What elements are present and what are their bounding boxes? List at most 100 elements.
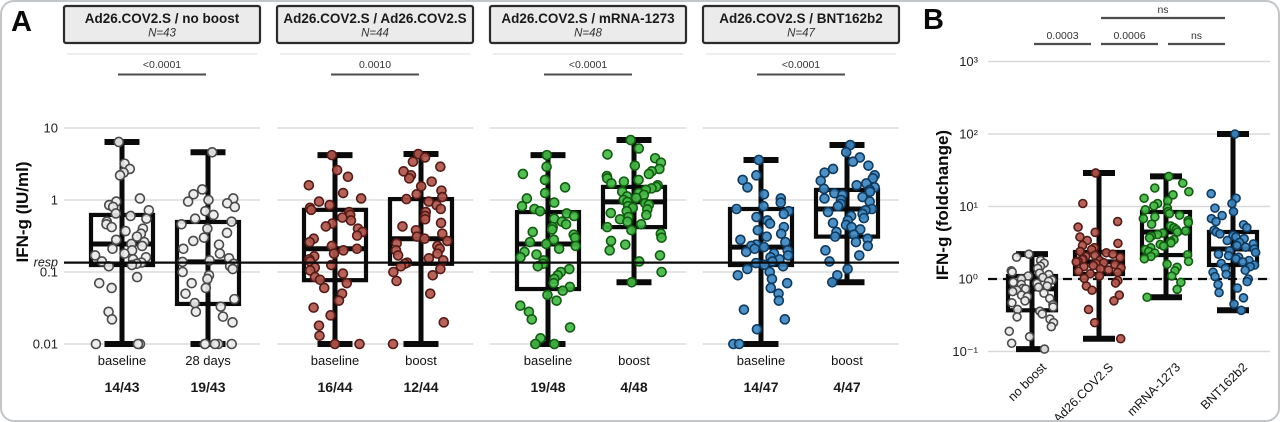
data-point [209,338,221,350]
panel-b-y-axis-title: IFN-g (foldchange) [933,129,952,281]
data-point [1158,241,1169,251]
data-point [177,243,189,255]
data-point [641,209,652,221]
data-point [1140,205,1151,215]
data-point [432,248,443,259]
data-point [1176,277,1186,288]
data-point [761,231,773,242]
data-point [419,233,430,245]
boxplot-bnt162b2 [1206,129,1261,316]
data-point [832,269,843,281]
data-point [1110,278,1121,288]
data-point [1184,186,1194,197]
data-point [1087,285,1097,296]
data-point [758,188,770,200]
data-point [190,306,202,318]
data-point [622,216,633,227]
data-point [853,250,865,261]
group-header-box [701,4,901,45]
data-point [851,180,862,191]
data-point [737,174,748,186]
data-point [842,263,853,275]
data-point [1242,276,1252,287]
data-point [635,218,647,230]
data-point [1180,226,1191,236]
data-point [313,320,325,331]
data-point [131,271,143,283]
data-point [764,218,776,229]
y-tick-label: 10⁻¹ [952,344,978,359]
data-point [1073,222,1083,232]
data-point [436,228,448,240]
data-point [633,256,645,267]
data-point [1039,288,1049,298]
data-point [553,243,565,255]
data-point [633,174,644,186]
data-point [1024,249,1034,259]
data-point [559,182,571,193]
data-point [1112,216,1123,227]
data-point [775,228,787,240]
data-point [1150,183,1160,193]
y-tick-label: 10³ [959,54,978,69]
data-point [758,241,770,253]
x-tick-label: no boost [1005,360,1049,404]
data-point [1240,242,1251,252]
data-point [751,211,762,223]
data-point [1167,271,1177,281]
data-point [551,295,562,306]
data-point [435,203,447,215]
data-point [320,221,332,232]
data-point [765,282,777,294]
data-point [427,269,439,281]
data-point [229,201,241,213]
data-point [1144,233,1155,243]
boxplot-baseline [88,136,156,350]
data-point [564,322,576,333]
data-point [516,200,528,212]
data-point [548,197,560,208]
boxplot-mrna-1273 [1138,171,1194,303]
data-point [1250,247,1261,258]
data-point [226,338,238,350]
data-point [605,207,617,219]
data-point [773,295,785,306]
y-tick-label: 10⁰ [958,272,978,287]
data-point [517,168,529,180]
data-point [1039,344,1050,354]
data-point [819,193,830,204]
data-point [751,324,763,335]
data-point [1007,267,1017,277]
data-point [601,221,613,233]
data-point [206,146,218,158]
data-point [1094,271,1105,281]
data-point [438,317,450,328]
data-point [602,149,613,160]
data-point [1139,253,1150,264]
data-point [1089,317,1100,328]
data-point [202,223,213,234]
data-point [435,217,447,229]
data-point [781,277,793,289]
data-point [437,191,448,203]
data-point [113,136,125,148]
data-point [337,187,349,199]
data-point [524,236,536,248]
data-point [753,154,765,166]
data-point [862,240,874,252]
data-point [401,193,412,205]
y-tick-label: 1 [51,193,58,208]
data-point [819,167,830,178]
group-header-title: Ad26.COV2.S / BNT162b2 [719,11,883,26]
data-point [1210,271,1220,282]
data-point [1183,256,1194,267]
data-point [742,263,753,275]
data-point [403,173,415,184]
data-point [134,193,146,204]
data-point [1242,222,1252,233]
data-point [328,248,340,259]
data-point [827,163,839,175]
data-point [829,231,841,242]
data-point [226,216,237,227]
